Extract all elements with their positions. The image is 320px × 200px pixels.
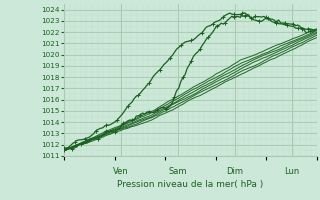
Text: Dim: Dim bbox=[226, 167, 243, 176]
Text: Lun: Lun bbox=[284, 167, 299, 176]
Text: Sam: Sam bbox=[169, 167, 187, 176]
Text: Ven: Ven bbox=[113, 167, 129, 176]
X-axis label: Pression niveau de la mer( hPa ): Pression niveau de la mer( hPa ) bbox=[117, 180, 264, 189]
